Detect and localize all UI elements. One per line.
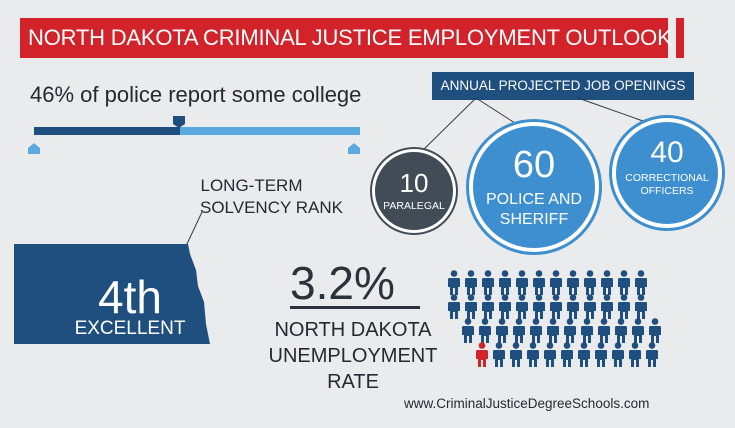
person-icon — [530, 318, 542, 343]
person-icon — [601, 294, 613, 319]
person-icon — [465, 270, 477, 295]
unemployment-label-line1: NORTH DAKOTA — [274, 319, 432, 341]
unemployment-label-line2: UNEMPLOYMENT — [268, 345, 438, 367]
person-icon — [632, 318, 644, 343]
person-icon — [629, 342, 641, 367]
person-icon — [482, 294, 494, 319]
unemployment-label: NORTH DAKOTA UNEMPLOYMENT RATE — [258, 317, 448, 395]
solvency-label: LONG-TERM SOLVENCY RANK — [170, 175, 343, 219]
solvency-connector — [185, 211, 203, 247]
person-icon — [479, 318, 491, 343]
person-icon — [533, 270, 545, 295]
police-label-line2: SHERIFF — [499, 211, 569, 228]
person-icon — [516, 270, 528, 295]
person-icon — [496, 318, 508, 343]
person-icon — [533, 294, 545, 319]
person-icon — [584, 270, 596, 295]
person-icon — [564, 318, 576, 343]
solvency-label-line2: SOLVENCY RANK — [200, 198, 343, 217]
college-progress-fill — [34, 127, 180, 135]
progress-start-icon — [28, 143, 40, 154]
unemployment-rate: 3.2% — [290, 257, 395, 309]
progress-marker-icon — [173, 116, 185, 128]
corrections-label-line1: CORRECTIONAL — [625, 172, 709, 184]
police-number: 60 — [512, 144, 556, 186]
person-icon — [550, 270, 562, 295]
person-icon — [493, 342, 505, 367]
progress-end-icon — [348, 143, 360, 154]
person-icon — [635, 270, 647, 295]
college-progress-markers — [28, 116, 360, 154]
people-pictogram — [448, 270, 661, 367]
college-progress-remaining — [180, 127, 360, 135]
person-icon — [567, 270, 579, 295]
unemployment-underline — [290, 306, 420, 309]
person-icon — [567, 294, 579, 319]
person-icon — [635, 294, 647, 319]
paralegal-circle: 10 PARALEGAL — [372, 149, 456, 233]
person-icon — [516, 294, 528, 319]
header-accent-bar — [676, 18, 684, 58]
page-title: NORTH DAKOTA CRIMINAL JUSTICE EMPLOYMENT… — [28, 25, 672, 50]
police-label-line1: POLICE AND — [485, 191, 583, 208]
paralegal-number: 10 — [399, 168, 429, 198]
corrections-circle: 40 CORRECTIONAL OFFICERS — [612, 118, 722, 228]
corrections-label-line2: OFFICERS — [640, 185, 694, 197]
solvency-rank: 4th — [98, 271, 162, 323]
person-icon — [601, 270, 613, 295]
person-icon — [612, 342, 624, 367]
person-icon — [544, 342, 556, 367]
corrections-number: 40 — [650, 136, 684, 169]
person-icon — [649, 318, 661, 343]
person-icon — [595, 342, 607, 367]
person-icon — [465, 294, 477, 319]
person-icon — [462, 318, 474, 343]
person-icon — [598, 318, 610, 343]
person-icon — [550, 294, 562, 319]
north-dakota-map-icon — [14, 244, 210, 344]
person-icon — [561, 342, 573, 367]
police-circle: 60 POLICE AND SHERIFF — [469, 122, 599, 252]
source-url: www.CriminalJusticeDegreeSchools.com — [404, 396, 650, 411]
person-icon — [581, 318, 593, 343]
person-icon — [618, 270, 630, 295]
person-icon — [448, 294, 460, 319]
person-icon — [618, 294, 630, 319]
person-icon — [578, 342, 590, 367]
person-icon — [513, 318, 525, 343]
person-icon — [584, 294, 596, 319]
person-icon-highlighted — [476, 342, 488, 367]
job-openings-title: ANNUAL PROJECTED JOB OPENINGS — [432, 72, 694, 100]
paralegal-label: PARALEGAL — [383, 200, 445, 212]
solvency-rating: EXCELLENT — [74, 318, 186, 339]
person-icon — [499, 270, 511, 295]
person-icon — [510, 342, 522, 367]
header-banner — [20, 18, 668, 58]
person-icon — [499, 294, 511, 319]
person-icon — [547, 318, 559, 343]
unemployment-label-line3: RATE — [327, 371, 379, 393]
person-icon — [615, 318, 627, 343]
person-icon — [448, 270, 460, 295]
person-icon — [646, 342, 658, 367]
solvency-label-line1: LONG-TERM — [200, 176, 303, 195]
person-icon — [527, 342, 539, 367]
person-icon — [482, 270, 494, 295]
college-stat-text: 46% of police report some college — [30, 82, 362, 107]
